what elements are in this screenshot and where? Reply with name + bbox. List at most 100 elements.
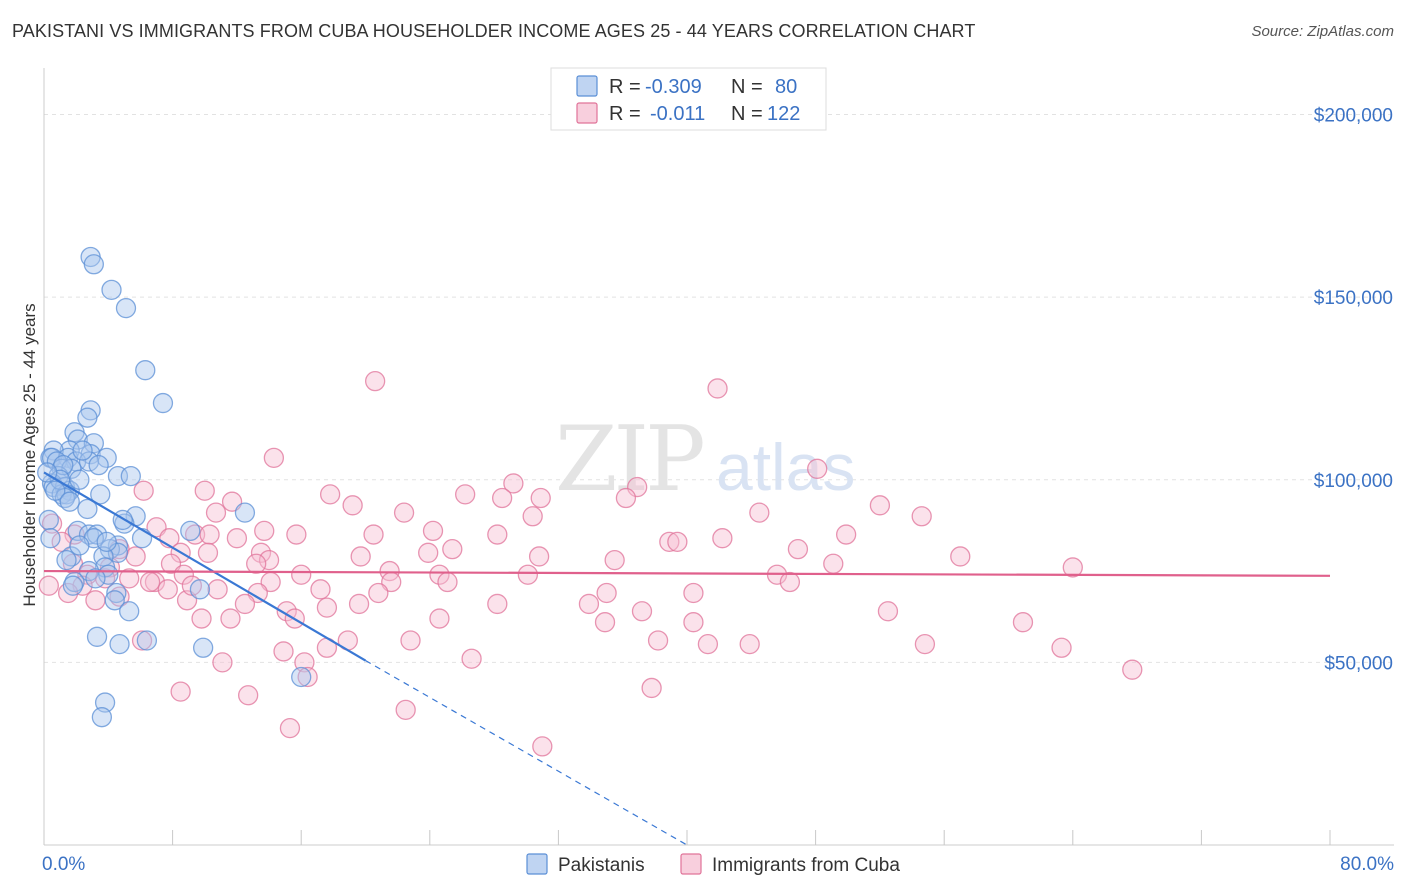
cuba-point-107 xyxy=(212,652,233,673)
legend-r-value-1: -0.309 xyxy=(645,76,702,98)
pakistanis-trend-extension xyxy=(365,660,688,846)
cuba-point-9 xyxy=(455,484,476,505)
cuba-point-27 xyxy=(286,524,307,545)
series-pakistanis-points xyxy=(38,370,1143,757)
cuba-point-4 xyxy=(503,473,524,494)
cuba-point-115 xyxy=(279,717,301,739)
cuba-point-45 xyxy=(258,549,280,571)
cuba-point-28 xyxy=(363,524,384,545)
pakistanis-point-55 xyxy=(85,568,106,589)
cuba-point-108 xyxy=(297,666,318,688)
cuba-point-31 xyxy=(226,528,248,549)
cuba-point-71 xyxy=(310,579,331,600)
cuba-point-46 xyxy=(604,549,625,571)
y-axis-title: Householder Income Ages 25 - 44 years xyxy=(20,303,39,606)
pakistanis-point-51 xyxy=(56,549,77,571)
cuba-point-52 xyxy=(1062,557,1083,578)
pakistanis-point-77 xyxy=(96,531,117,553)
cuba-point-101 xyxy=(914,633,936,655)
pakistanis-point-65 xyxy=(192,637,214,658)
pakistanis-point-61 xyxy=(119,601,140,622)
cuba-point-66 xyxy=(779,571,801,593)
cuba-point-16 xyxy=(205,502,227,523)
cuba-point-23 xyxy=(422,520,444,542)
pakistanis-point-1 xyxy=(83,254,104,275)
pakistanis-point-78 xyxy=(112,509,133,531)
cuba-point-94 xyxy=(1012,612,1034,633)
pakistanis-point-54 xyxy=(98,564,119,585)
pakistanis-point-43 xyxy=(40,528,61,549)
y-tick-label-1: $100,000 xyxy=(1314,471,1393,492)
cuba-point-32 xyxy=(712,528,733,549)
y-tick-label-0: $50,000 xyxy=(1324,653,1393,674)
cuba-point-109 xyxy=(1122,659,1143,680)
cuba-point-7 xyxy=(194,480,215,501)
cuba-point-75 xyxy=(368,582,389,604)
cuba-point-17 xyxy=(393,502,415,523)
pakistanis-point-60 xyxy=(104,590,125,611)
pakistanis-point-64 xyxy=(109,633,130,655)
pakistanis-point-74 xyxy=(45,480,66,501)
cuba-point-120 xyxy=(125,546,146,567)
cuba-point-40 xyxy=(418,542,439,563)
cuba-point-55 xyxy=(173,564,195,585)
trend-lines xyxy=(43,471,1331,846)
bottom-legend: Pakistanis Immigrants from Cuba xyxy=(526,853,900,876)
pakistanis-point-57 xyxy=(62,575,84,596)
cuba-point-51 xyxy=(246,553,267,574)
cuba-point-43 xyxy=(950,546,971,567)
pakistanis-point-34 xyxy=(77,498,98,520)
cuba-point-36 xyxy=(667,531,688,553)
cuba-point-116 xyxy=(532,736,553,757)
bottom-legend-label-cuba: Immigrants from Cuba xyxy=(712,855,900,876)
cuba-point-91 xyxy=(429,608,450,629)
cuba-point-83 xyxy=(487,593,508,615)
x-ticks: 0.0% 80.0% xyxy=(42,830,1394,875)
pakistanis-point-9 xyxy=(67,429,88,450)
pakistanis-point-66 xyxy=(291,666,312,688)
pakistanis-point-58 xyxy=(189,579,211,600)
cuba-point-78 xyxy=(85,590,106,611)
legend-swatch-pakistanis xyxy=(576,75,598,97)
watermark: ZIP atlas xyxy=(555,407,855,512)
cuba-point-111 xyxy=(170,681,191,702)
cuba-point-26 xyxy=(199,524,220,545)
cuba-point-104 xyxy=(273,641,294,662)
cuba-point-2 xyxy=(263,447,285,468)
cuba-point-77 xyxy=(683,582,704,604)
pakistanis-point-40 xyxy=(180,520,201,542)
cuba-point-95 xyxy=(131,630,153,651)
cuba-point-21 xyxy=(146,517,167,538)
cuba-point-112 xyxy=(238,685,259,706)
cuba-point-22 xyxy=(254,520,275,542)
cuba-point-88 xyxy=(191,608,212,629)
cuba-point-24 xyxy=(64,524,85,545)
cuba-point-110 xyxy=(139,571,161,593)
cuba-point-118 xyxy=(442,539,463,560)
watermark-atlas: atlas xyxy=(716,430,855,504)
cuba-point-81 xyxy=(348,593,370,615)
cuba-point-15 xyxy=(869,495,891,516)
cuba-trend-line xyxy=(43,569,1331,577)
cuba-point-82 xyxy=(316,597,338,618)
chart-title: PAKISTANI VS IMMIGRANTS FROM CUBA HOUSEH… xyxy=(12,21,976,41)
cuba-point-12 xyxy=(615,487,637,509)
cuba-point-119 xyxy=(522,506,543,527)
legend-n-value-1: 80 xyxy=(775,76,797,98)
cuba-point-50 xyxy=(160,553,182,574)
cuba-point-80 xyxy=(234,593,256,615)
cuba-point-11 xyxy=(530,487,551,509)
cuba-point-87 xyxy=(877,601,899,622)
cuba-point-76 xyxy=(596,582,617,604)
y-tick-labels: $50,000 $100,000 $150,000 $200,000 xyxy=(1314,106,1393,675)
pakistanis-point-3 xyxy=(115,297,137,319)
cuba-point-70 xyxy=(207,579,228,600)
legend-r-label-2: R = xyxy=(609,103,641,125)
x-tick-label-1: 80.0% xyxy=(1340,854,1394,875)
cuba-point-67 xyxy=(38,575,59,596)
cuba-point-39 xyxy=(250,542,272,563)
legend-box: R = -0.309 N = 80 R = -0.011 N = 122 xyxy=(550,67,827,131)
cuba-point-38 xyxy=(197,542,219,563)
pakistanis-point-75 xyxy=(59,491,80,512)
cuba-point-84 xyxy=(578,593,600,615)
